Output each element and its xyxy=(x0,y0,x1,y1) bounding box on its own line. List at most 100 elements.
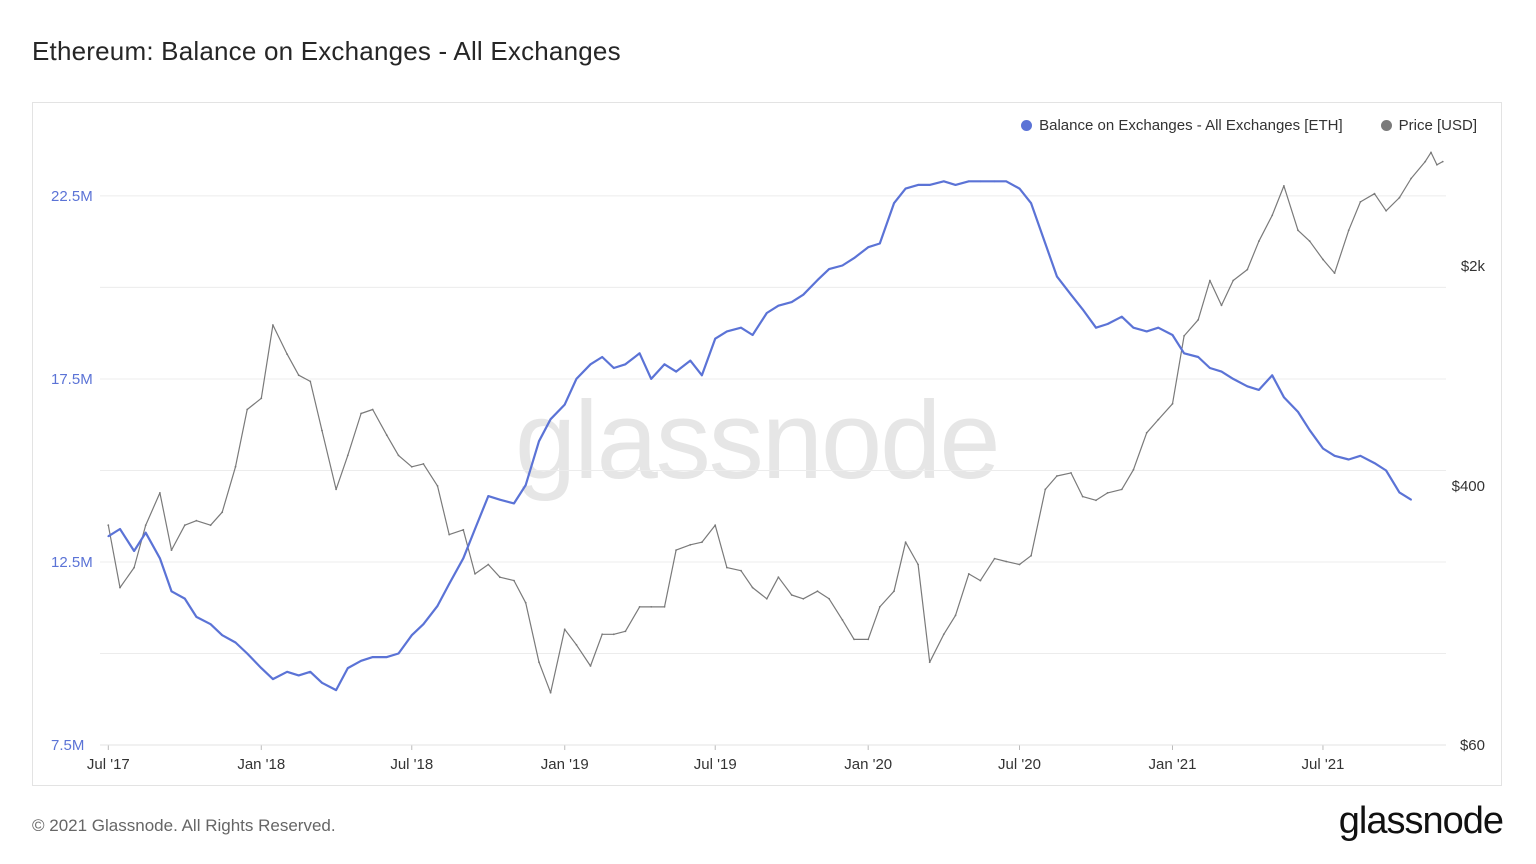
balance-point xyxy=(878,242,881,245)
price-point xyxy=(612,633,615,636)
balance-point xyxy=(765,312,768,314)
balance-point xyxy=(538,440,540,443)
price-point xyxy=(638,606,641,608)
price-point xyxy=(893,590,895,593)
price-point xyxy=(1246,268,1249,271)
balance-point xyxy=(1081,308,1084,311)
price-point xyxy=(841,619,844,621)
balance-point xyxy=(209,623,212,626)
balance-point xyxy=(272,678,274,680)
left-tick-label: 17.5M xyxy=(51,371,93,388)
price-point xyxy=(335,488,337,491)
balance-point xyxy=(499,498,501,501)
price-point xyxy=(549,691,552,694)
legend-dot-price xyxy=(1380,120,1392,131)
balance-point xyxy=(1209,367,1211,369)
balance-point xyxy=(1410,498,1412,501)
price-point xyxy=(942,633,945,636)
balance-point xyxy=(1056,275,1058,278)
price-point xyxy=(1410,177,1412,180)
balance-point xyxy=(979,180,982,183)
balance-series xyxy=(107,180,1412,692)
price-point xyxy=(816,590,819,593)
price-point xyxy=(1441,160,1444,163)
balance-point xyxy=(1120,315,1123,318)
price-point xyxy=(1232,279,1235,282)
page-title: Ethereum: Balance on Exchanges - All Exc… xyxy=(32,36,621,66)
balance-point xyxy=(777,304,780,307)
right-tick-label: $60 xyxy=(1460,737,1485,754)
balance-point xyxy=(1030,202,1032,205)
balance-point xyxy=(1232,378,1235,380)
price-point xyxy=(159,492,161,494)
left-axis-ticks: 7.5M 12.5M 17.5M 22.5M xyxy=(51,188,93,754)
x-tick-label: Jul '17 xyxy=(87,756,130,773)
balance-point xyxy=(170,590,173,593)
price-point xyxy=(701,541,703,544)
price-point xyxy=(286,353,288,355)
grid-lines xyxy=(100,195,1446,746)
price-point xyxy=(297,374,300,377)
price-point xyxy=(1171,402,1174,405)
legend-item-price[interactable]: Price [USD] xyxy=(1380,117,1477,134)
price-point xyxy=(1424,160,1427,163)
balance-point xyxy=(1044,242,1047,245)
price-point xyxy=(524,601,527,604)
price-point xyxy=(422,463,425,465)
price-point xyxy=(371,408,374,411)
balance-point xyxy=(1373,462,1376,464)
balance-point xyxy=(474,528,476,530)
legend-label-price: Price [USD] xyxy=(1398,117,1477,134)
balance-point xyxy=(183,597,186,600)
glassnode-logo[interactable]: glassnode xyxy=(1338,800,1504,842)
balance-point xyxy=(1283,396,1285,399)
price-point xyxy=(1271,214,1274,217)
price-point xyxy=(993,557,996,560)
balance-point xyxy=(1171,334,1174,336)
price-point xyxy=(144,524,147,527)
price-point xyxy=(1030,554,1032,557)
price-point xyxy=(563,628,566,631)
price-point xyxy=(904,541,907,544)
x-tick-label: Jul '19 xyxy=(694,756,737,773)
price-point xyxy=(928,661,931,664)
price-series xyxy=(107,151,1444,694)
balance-point xyxy=(297,674,300,677)
price-point xyxy=(513,579,515,582)
legend-item-balance[interactable]: Balance on Exchanges - All Exchanges [ET… xyxy=(1021,117,1343,134)
x-tick-label: Jan '19 xyxy=(541,756,589,773)
balance-point xyxy=(1157,326,1160,329)
balance-point xyxy=(286,670,288,673)
price-point xyxy=(1197,318,1200,321)
price-point xyxy=(1081,495,1084,498)
price-point xyxy=(1095,499,1097,502)
price-point xyxy=(714,524,717,527)
balance-point xyxy=(360,659,362,662)
price-point xyxy=(272,324,274,326)
balance-point xyxy=(549,418,552,421)
balance-point xyxy=(246,652,249,655)
price-point xyxy=(802,597,805,600)
price-point xyxy=(1258,240,1260,243)
price-point xyxy=(1359,201,1362,203)
balance-point xyxy=(993,180,996,183)
copyright-text: © 2021 Glassnode. All Rights Reserved. xyxy=(32,816,336,835)
balance-point xyxy=(371,656,374,658)
balance-point xyxy=(802,293,805,296)
x-tick-label: Jan '18 xyxy=(237,756,285,773)
balance-point xyxy=(1197,356,1200,358)
price-point xyxy=(1398,196,1401,199)
balance-point xyxy=(144,531,147,534)
price-point xyxy=(462,528,465,531)
balance-point xyxy=(107,535,110,538)
price-point xyxy=(777,576,780,579)
price-point xyxy=(1018,563,1021,566)
price-point xyxy=(346,454,349,457)
price-point xyxy=(589,665,592,667)
balance-point xyxy=(234,641,237,644)
balance-point xyxy=(397,652,400,655)
price-point xyxy=(499,576,501,579)
price-point xyxy=(1120,488,1123,491)
balance-point xyxy=(1246,385,1249,388)
balance-point xyxy=(1106,323,1109,325)
